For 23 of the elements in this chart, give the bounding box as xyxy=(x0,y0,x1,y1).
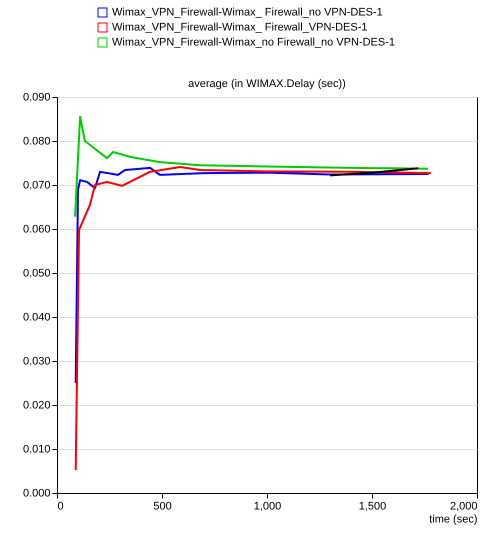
x-tick-label: 1,500 xyxy=(358,500,386,512)
y-tick-label: 0.090 xyxy=(22,92,50,104)
x-axis-title: time (sec) xyxy=(429,514,478,526)
y-tick-label: 0.000 xyxy=(22,488,50,500)
legend-label: Wimax_VPN_Firewall-Wimax_ Firewall_no VPN-DES-1 xyxy=(112,6,383,18)
y-tick-label: 0.080 xyxy=(22,136,50,148)
line-series xyxy=(74,116,430,218)
legend-label: Wimax_VPN_Firewall-Wimax_no Firewall_no VPN-DES-1 xyxy=(112,36,396,48)
line-series xyxy=(74,166,430,384)
y-tick-label: 0.030 xyxy=(22,356,50,368)
y-tick-label: 0.050 xyxy=(22,268,50,280)
legend-label: Wimax_VPN_Firewall-Wimax_ Firewall_VPN-DES-1 xyxy=(112,22,368,34)
y-tick-label: 0.040 xyxy=(22,312,50,324)
x-tick-label: 2,000 xyxy=(450,500,478,512)
line-series xyxy=(74,166,432,472)
x-tick-label: 1,000 xyxy=(254,500,282,512)
x-tick-label: 0 xyxy=(58,500,64,512)
y-tick-label: 0.070 xyxy=(22,180,50,192)
x-tick-label: 500 xyxy=(153,500,172,512)
chart-title: average (in WIMAX.Delay (sec)) xyxy=(188,78,346,90)
y-tick-label: 0.020 xyxy=(22,400,50,412)
y-tick-label: 0.010 xyxy=(22,444,50,456)
y-tick-label: 0.060 xyxy=(22,224,50,236)
